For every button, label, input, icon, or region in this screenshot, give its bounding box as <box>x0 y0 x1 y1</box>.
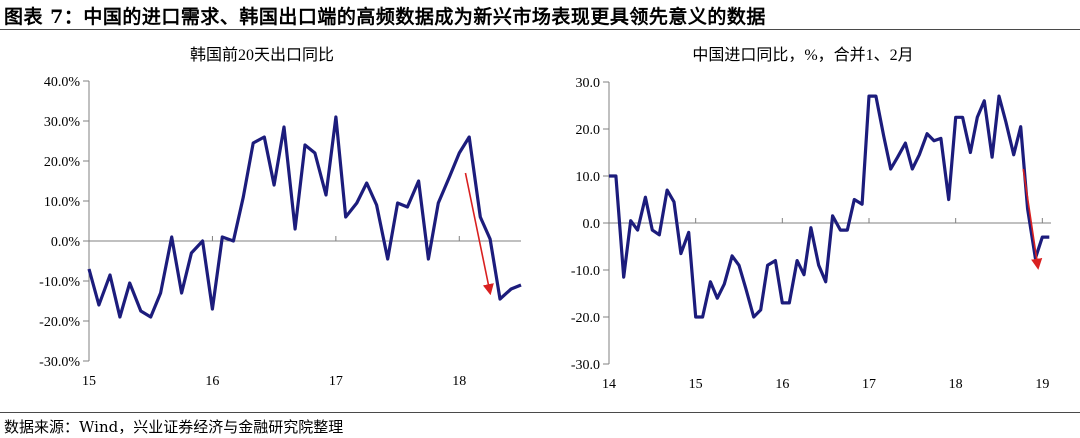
trend-arrow <box>1022 168 1043 270</box>
x-tick-label: 15 <box>689 377 703 392</box>
chart-title: 中国进口同比，%，合并1、2月 <box>692 46 913 64</box>
x-tick-label: 16 <box>205 374 219 389</box>
y-tick-label: 20.0% <box>44 155 81 170</box>
series-line <box>609 94 1050 319</box>
y-tick-label: 0.0% <box>51 235 81 250</box>
korea-export-chart: 韩国前20天出口同比 -30.0% -20.0% -10.0% 0.0% 10.0% 20.… <box>39 46 522 389</box>
y-tick-label: 30.0% <box>44 115 81 130</box>
y-tick-label: 10.0 <box>576 170 601 185</box>
trend-arrow <box>464 172 494 296</box>
figure-title: 图表 7：中国的进口需求、韩国出口端的高频数据成为新兴市场表现更具领先意义的数据 <box>4 6 766 28</box>
y-tick-label: -20.0% <box>39 315 80 330</box>
x-tick-label: 16 <box>775 377 789 392</box>
x-tick-label: 14 <box>602 377 616 392</box>
source-rule <box>0 412 1080 413</box>
y-tick-label: -10.0 <box>571 264 600 279</box>
y-tick-label: -30.0 <box>571 358 600 373</box>
y-tick-label: 0.0 <box>583 217 601 232</box>
title-rule <box>0 29 1080 30</box>
y-tick-label: 30.0 <box>576 76 601 91</box>
chart-title: 韩国前20天出口同比 <box>190 46 334 64</box>
y-tick-label: -30.0% <box>39 355 80 370</box>
y-tick-label: 40.0% <box>44 75 81 90</box>
china-import-chart: 中国进口同比，%，合并1、2月 -30.0 -20.0 -10.0 0.0 10.0 20.… <box>571 46 1051 392</box>
series-line <box>87 115 522 319</box>
x-tick-label: 19 <box>1035 377 1049 392</box>
source-note: 数据来源：Wind，兴业证券经济与金融研究院整理 <box>4 418 344 436</box>
y-tick-label: -10.0% <box>39 275 80 290</box>
y-tick-label: 20.0 <box>576 123 601 138</box>
x-tick-label: 15 <box>82 374 96 389</box>
x-tick-label: 18 <box>452 374 466 389</box>
y-tick-label: -20.0 <box>571 311 600 326</box>
y-tick-label: 10.0% <box>44 195 81 210</box>
x-tick-label: 17 <box>329 374 343 389</box>
x-tick-label: 17 <box>862 377 876 392</box>
x-tick-label: 18 <box>949 377 963 392</box>
